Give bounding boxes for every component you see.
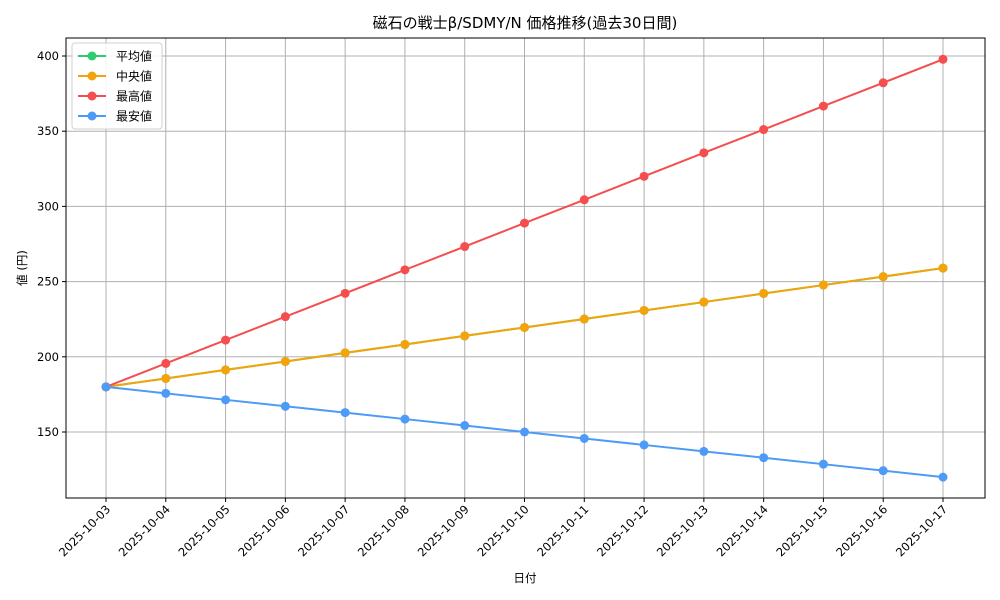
data-point-marker (579, 433, 589, 443)
x-tick-label: 2025-10-16 (833, 502, 890, 559)
data-point-marker (340, 348, 350, 358)
data-point-marker (878, 78, 888, 88)
y-tick-label: 200 (37, 350, 59, 364)
data-point-marker (161, 388, 171, 398)
legend-item: 平均値 (78, 49, 152, 64)
data-point-marker (759, 288, 769, 298)
series-line (101, 382, 948, 482)
data-point-marker (221, 365, 231, 375)
data-point-marker (938, 54, 948, 64)
y-tick-label: 400 (37, 49, 59, 63)
data-point-marker (400, 414, 410, 424)
plot-frame (65, 37, 986, 499)
data-point-marker (639, 305, 649, 315)
legend-marker-icon (87, 111, 97, 121)
data-point-marker (520, 322, 529, 332)
data-point-marker (699, 446, 709, 456)
data-point-marker (340, 408, 350, 418)
data-point-marker (460, 421, 470, 431)
data-point-marker (579, 314, 589, 324)
data-point-marker (878, 272, 888, 282)
data-point-marker (759, 125, 769, 135)
data-point-marker (280, 356, 290, 366)
data-point-marker (161, 358, 171, 368)
data-point-marker (400, 339, 410, 349)
data-point-marker (460, 331, 470, 341)
x-tick-label: 2025-10-15 (773, 502, 830, 559)
data-point-marker (878, 466, 888, 476)
x-tick-label: 2025-10-09 (415, 502, 472, 559)
data-point-marker (818, 101, 828, 111)
y-tick-label: 150 (37, 425, 59, 439)
series-line (101, 263, 948, 392)
data-point-marker (639, 171, 649, 181)
data-point-marker (520, 427, 529, 437)
x-tick-label: 2025-10-08 (355, 502, 412, 559)
data-point-marker (221, 335, 231, 345)
grid-lines (66, 38, 985, 498)
data-point-marker (221, 395, 231, 405)
x-tick-label: 2025-10-04 (116, 502, 173, 559)
y-tick-label: 300 (37, 199, 59, 213)
data-point-marker (938, 263, 948, 273)
data-series (101, 54, 948, 482)
x-tick-label: 2025-10-11 (534, 502, 591, 559)
legend-item: 最高値 (78, 89, 152, 104)
data-point-marker (520, 218, 529, 228)
legend-marker-icon (87, 51, 97, 61)
legend-marker-icon (87, 91, 97, 101)
data-point-marker (938, 472, 948, 482)
chart-title: 磁石の戦士β/SDMY/N 価格推移(過去30日間) (373, 14, 678, 32)
data-point-marker (639, 440, 649, 450)
legend-item: 最安値 (78, 109, 152, 124)
data-point-marker (818, 459, 828, 469)
data-point-marker (340, 288, 350, 298)
data-point-marker (460, 242, 470, 252)
legend-label: 中央値 (116, 69, 152, 84)
legend-label: 平均値 (116, 49, 152, 64)
x-axis-label: 日付 (514, 571, 537, 585)
y-axis-ticks: 150 200 250 300 350 400 (37, 49, 66, 439)
legend-label: 最高値 (116, 89, 152, 104)
data-point-marker (161, 373, 171, 383)
data-point-marker (280, 401, 290, 411)
data-point-marker (818, 280, 828, 290)
x-tick-label: 2025-10-07 (295, 502, 352, 559)
data-point-marker (280, 312, 290, 322)
x-tick-label: 2025-10-10 (474, 502, 531, 559)
x-tick-label: 2025-10-03 (56, 502, 113, 559)
y-axis-label: 値 (円) (15, 250, 29, 286)
data-point-marker (699, 297, 709, 307)
x-tick-label: 2025-10-17 (893, 502, 950, 559)
series-line (101, 54, 948, 392)
x-tick-label: 2025-10-14 (714, 502, 771, 559)
x-axis-ticks: 2025-10-03 2025-10-04 2025-10-05 2025-10-06… (56, 498, 950, 559)
y-tick-label: 350 (37, 124, 59, 138)
legend-box (71, 42, 163, 130)
y-tick-label: 250 (37, 275, 59, 289)
data-point-marker (699, 148, 709, 158)
x-tick-label: 2025-10-12 (594, 502, 651, 559)
x-tick-label: 2025-10-05 (176, 502, 233, 559)
data-point-marker (400, 265, 410, 275)
x-tick-label: 2025-10-06 (235, 502, 292, 559)
data-point-marker (759, 453, 769, 463)
legend-marker-icon (87, 71, 97, 81)
data-point-marker (101, 382, 111, 392)
legend-item: 中央値 (78, 69, 152, 84)
data-point-marker (579, 195, 589, 205)
x-tick-label: 2025-10-13 (654, 502, 711, 559)
legend-label: 最安値 (116, 109, 152, 124)
